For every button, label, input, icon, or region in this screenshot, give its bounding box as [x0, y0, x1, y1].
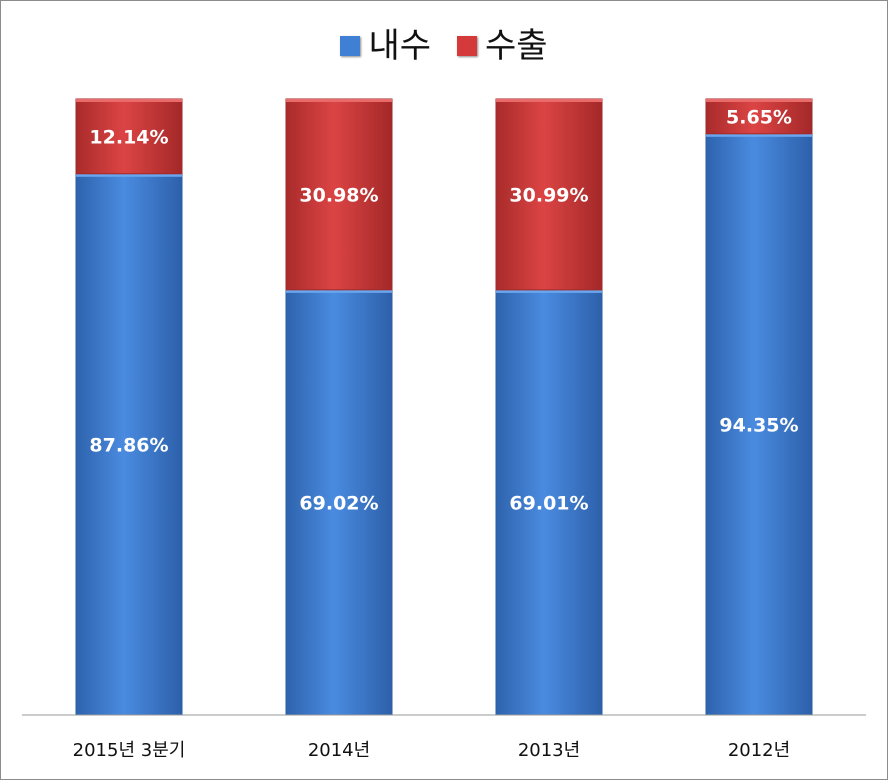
legend-swatch-domestic: [340, 36, 361, 56]
legend: 내수 수출: [0, 22, 888, 70]
bar-export: [75, 98, 183, 175]
x-tick-label: 2013년: [518, 740, 580, 761]
data-label-domestic: 69.01%: [509, 492, 588, 514]
bar-domestic-top-edge: [706, 133, 812, 137]
data-label-export: 5.65%: [726, 106, 792, 128]
legend-label-export: 수출: [485, 26, 548, 66]
legend-label-domestic: 내수: [368, 26, 431, 66]
bar-export-top-edge: [706, 99, 812, 102]
bar-domestic-top-edge: [496, 289, 602, 293]
bar-export-top-edge: [76, 99, 182, 102]
bar-domestic: [495, 289, 603, 716]
bar-domestic-top-edge: [286, 289, 392, 293]
bar-export-top-edge: [286, 99, 392, 102]
bar-domestic-top-edge: [76, 173, 182, 177]
data-label-export: 30.99%: [509, 184, 588, 206]
x-tick-label: 2015년 3분기: [73, 740, 186, 761]
bar-export: [705, 98, 813, 135]
bar-export: [285, 98, 393, 291]
bar-export-top-edge: [496, 99, 602, 102]
x-tick-label: 2014년: [308, 740, 370, 761]
legend-swatch-export: [457, 36, 477, 56]
data-label-export: 12.14%: [89, 126, 168, 148]
data-label-domestic: 69.02%: [299, 492, 378, 514]
legend-item-domestic: 내수: [340, 29, 431, 63]
data-label-domestic: 94.35%: [719, 414, 798, 436]
data-label-domestic: 87.86%: [89, 434, 168, 456]
bar-domestic: [75, 173, 183, 716]
data-label-export: 30.98%: [299, 184, 378, 206]
bar-export: [495, 98, 603, 291]
x-tick-label: 2012년: [728, 740, 790, 761]
bar-domestic: [285, 289, 393, 716]
legend-item-export: 수출: [457, 29, 548, 63]
